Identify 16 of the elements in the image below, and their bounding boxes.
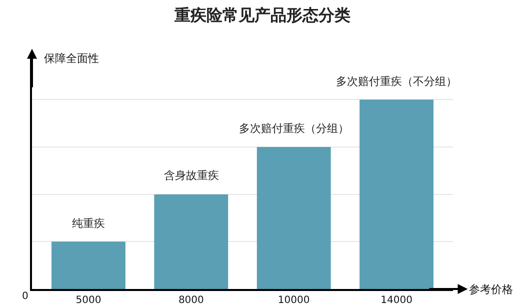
bar <box>52 242 126 289</box>
x-tick-label: 14000 <box>380 295 412 305</box>
y-axis-title: 保障全面性 <box>44 52 99 65</box>
x-tick-label: 5000 <box>76 295 102 305</box>
bar <box>360 100 434 289</box>
annotation: 纯重疾 <box>72 217 105 230</box>
text: 0 <box>22 291 28 302</box>
annotation: 多次赔付重疾（分组） <box>239 122 349 135</box>
annotation: 多次赔付重疾（不分组） <box>336 75 457 88</box>
bar <box>154 194 228 289</box>
x-tick-label: 10000 <box>278 295 310 305</box>
x-axis-title: 参考价格 <box>469 283 513 296</box>
annotation: 含身故重疾 <box>164 169 219 182</box>
chart-title: 重疾险常见产品形态分类 <box>174 5 350 24</box>
x-tick-label: 8000 <box>178 295 204 305</box>
bar <box>256 146 331 289</box>
